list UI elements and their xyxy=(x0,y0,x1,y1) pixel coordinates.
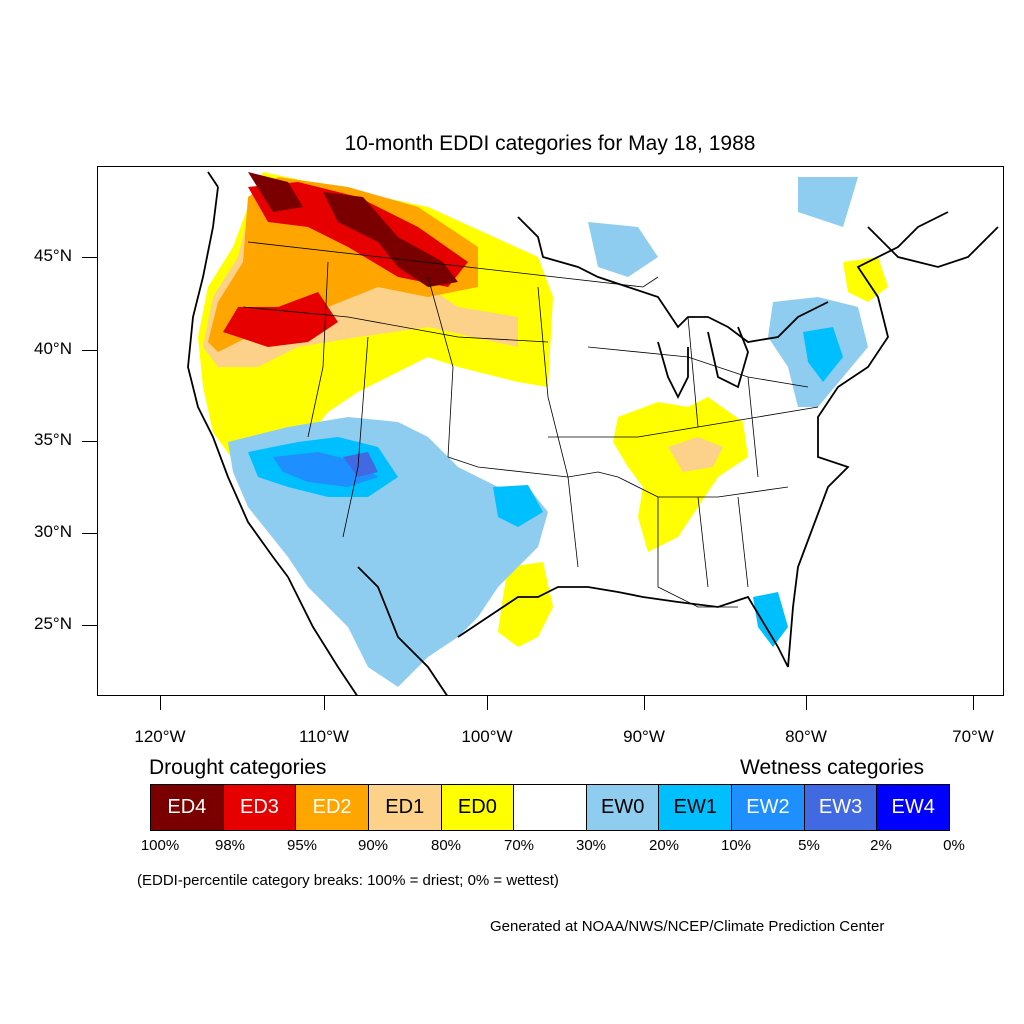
lat-label-45: 45°N xyxy=(34,246,72,265)
lon-label-120: 120°W xyxy=(134,727,186,746)
map-area xyxy=(97,166,1004,696)
lon-tick-120 xyxy=(160,696,161,710)
pct-98: 98% xyxy=(214,837,246,854)
eddi-map xyxy=(187,171,999,695)
lat-tick-45 xyxy=(82,257,97,258)
lon-tick-70 xyxy=(973,696,974,710)
lat-label-35: 35°N xyxy=(34,430,72,449)
lon-label-90: 90°W xyxy=(623,727,665,746)
lon-label-110: 110°W xyxy=(299,727,349,746)
wet-ew1-florida xyxy=(753,592,788,647)
pct-10: 10% xyxy=(720,837,752,854)
drought-ed4-northwest xyxy=(248,172,458,287)
wet-ew1-northeast xyxy=(803,327,843,382)
wet-ew3-southwest xyxy=(343,452,378,477)
lat-label-40: 40°N xyxy=(34,339,72,358)
pct-0: 0% xyxy=(943,837,965,854)
lat-tick-25 xyxy=(82,625,97,626)
lat-tick-30 xyxy=(82,533,97,534)
map-title: 10-month EDDI categories for May 18, 198… xyxy=(344,132,756,155)
legend-ew4: EW4 xyxy=(877,785,950,830)
pct-100: 100% xyxy=(140,837,180,854)
drought-legend-title: Drought categories xyxy=(149,756,327,779)
drought-ed0-midsouth xyxy=(613,397,748,552)
legend-ew0: EW0 xyxy=(586,785,660,830)
pct-30: 30% xyxy=(575,837,607,854)
wet-ew0-texas xyxy=(493,485,543,527)
legend-ed1: ED1 xyxy=(368,785,442,830)
category-note: (EDDI-percentile category breaks: 100% =… xyxy=(137,872,559,889)
legend-ed2: ED2 xyxy=(296,785,369,830)
lon-tick-110 xyxy=(324,696,325,710)
lat-tick-40 xyxy=(82,350,97,351)
lon-label-70: 70°W xyxy=(952,727,994,746)
legend-ed4: ED4 xyxy=(151,785,224,830)
pct-90: 90% xyxy=(357,837,389,854)
legend-ew1: EW1 xyxy=(659,785,733,830)
legend-ed3: ED3 xyxy=(223,785,297,830)
lon-tick-80 xyxy=(806,696,807,710)
drought-ed1-midsouth xyxy=(668,437,723,472)
pct-5: 5% xyxy=(798,837,820,854)
pct-2: 2% xyxy=(870,837,892,854)
wet-ew0-greatlakes xyxy=(588,177,858,277)
lat-label-25: 25°N xyxy=(34,614,72,633)
lon-label-100: 100°W xyxy=(461,727,513,746)
drought-ed0-texas xyxy=(498,562,553,647)
coastlines xyxy=(187,171,999,695)
state-boundaries xyxy=(242,241,819,608)
lat-tick-35 xyxy=(82,441,97,442)
legend-ew3: EW3 xyxy=(804,785,878,830)
pct-80: 80% xyxy=(430,837,462,854)
legend-ed0: ED0 xyxy=(441,785,515,830)
legend-ew2: EW2 xyxy=(732,785,805,830)
category-legend: ED4 ED3 ED2 ED1 ED0 EW0 EW1 EW2 EW3 EW4 xyxy=(150,784,950,831)
pct-70: 70% xyxy=(503,837,535,854)
legend-normal xyxy=(514,785,587,830)
wetness-legend-title: Wetness categories xyxy=(740,756,925,779)
credit-text: Generated at NOAA/NWS/NCEP/Climate Predi… xyxy=(490,918,885,935)
drought-ed3-northwest xyxy=(223,182,468,347)
lon-tick-100 xyxy=(487,696,488,710)
pct-20: 20% xyxy=(648,837,680,854)
lon-tick-90 xyxy=(644,696,645,710)
lat-label-30: 30°N xyxy=(34,522,72,541)
lon-label-80: 80°W xyxy=(785,727,827,746)
pct-95: 95% xyxy=(286,837,318,854)
